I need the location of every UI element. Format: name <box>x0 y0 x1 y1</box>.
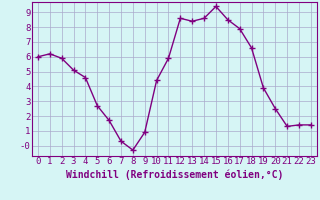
X-axis label: Windchill (Refroidissement éolien,°C): Windchill (Refroidissement éolien,°C) <box>66 169 283 180</box>
